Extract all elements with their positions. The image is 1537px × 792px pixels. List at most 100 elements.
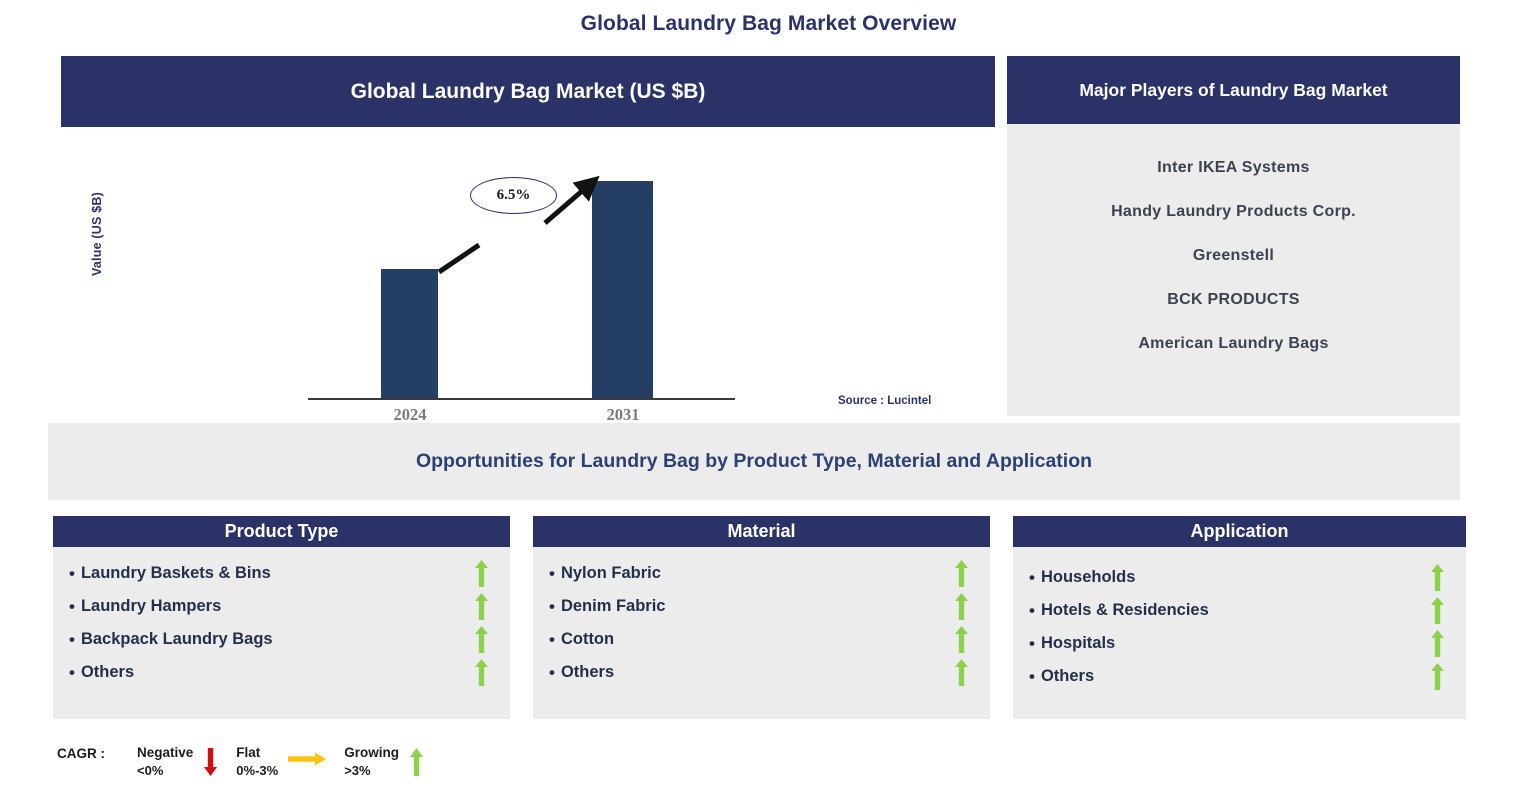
chart-panel-title: Global Laundry Bag Market (US $B): [350, 79, 706, 103]
legend-item-negative: Negative <0%: [137, 744, 226, 781]
legend-range: <0%: [137, 762, 164, 778]
category-title: Application: [1190, 521, 1289, 541]
list-item-label: Hospitals: [1040, 634, 1116, 652]
arrow-up-icon: [468, 626, 494, 653]
x-tick-label-2024: 2024: [393, 405, 427, 424]
arrow-down-icon: [203, 744, 218, 781]
arrow-up-icon: [1424, 564, 1450, 591]
legend-range: >3%: [344, 762, 371, 778]
list-item: American Laundry Bags: [1138, 335, 1329, 352]
bullet-icon: •: [549, 597, 555, 616]
legend-label: Flat: [236, 745, 261, 760]
page-title: Global Laundry Bag Market Overview: [580, 12, 957, 35]
list-item: • Laundry Hampers: [69, 590, 494, 623]
major-players-list: Inter IKEA Systems Handy Laundry Product…: [1007, 124, 1460, 366]
category-list-application: • Households • Hotels & Residencies • Ho…: [1013, 547, 1466, 693]
chart-panel-header: Global Laundry Bag Market (US $B): [61, 56, 995, 127]
list-item-label: Laundry Baskets & Bins: [80, 564, 271, 582]
list-item-label: Laundry Hampers: [80, 597, 222, 615]
legend-range: 0%-3%: [236, 762, 279, 778]
bar-2024: [381, 269, 438, 398]
cagr-arrow-icon: [437, 175, 600, 275]
list-item: • Hospitals: [1029, 627, 1450, 660]
bullet-icon: •: [1029, 568, 1035, 587]
arrow-up-icon: [409, 744, 424, 781]
legend-item-growing: Growing >3%: [344, 744, 432, 781]
category-header-application: Application: [1013, 516, 1466, 547]
cagr-value-text: 6.5%: [496, 187, 531, 203]
chart-y-axis-label: Value (US $B): [90, 192, 104, 276]
list-item: • Others: [69, 656, 494, 689]
opportunities-banner: Opportunities for Laundry Bag by Product…: [48, 423, 1460, 500]
list-item: • Hotels & Residencies: [1029, 594, 1450, 627]
bullet-icon: •: [69, 630, 75, 649]
cagr-value-bubble: 6.5%: [470, 177, 557, 214]
arrow-up-icon: [1424, 663, 1450, 690]
category-box-product-type: Product Type • Laundry Baskets & Bins • …: [53, 516, 510, 719]
list-item-label: Others: [560, 663, 615, 681]
list-item: • Denim Fabric: [549, 590, 974, 623]
arrow-up-icon: [468, 560, 494, 587]
category-header-product-type: Product Type: [53, 516, 510, 547]
category-title: Product Type: [224, 521, 339, 541]
list-item: Inter IKEA Systems: [1157, 159, 1310, 176]
list-item: • Nylon Fabric: [549, 557, 974, 590]
x-tick-label-2031: 2031: [606, 405, 640, 424]
category-box-material: Material • Nylon Fabric • Denim Fabric •…: [533, 516, 990, 719]
list-item: BCK PRODUCTS: [1167, 291, 1300, 308]
bullet-icon: •: [549, 630, 555, 649]
bullet-icon: •: [1029, 601, 1035, 620]
arrow-up-icon: [468, 593, 494, 620]
arrow-up-icon: [1424, 630, 1450, 657]
list-item-label: Cotton: [560, 630, 615, 648]
chart-plot-area: Value (US $B) 2024 2031 6.5%: [61, 127, 995, 424]
arrow-up-icon: [468, 659, 494, 686]
category-box-application: Application • Households • Hotels & Resi…: [1013, 516, 1466, 719]
major-players-header: Major Players of Laundry Bag Market: [1007, 56, 1460, 124]
market-chart-panel: Global Laundry Bag Market (US $B) Value …: [61, 56, 995, 424]
list-item: • Households: [1029, 561, 1450, 594]
bullet-icon: •: [1029, 634, 1035, 653]
cagr-legend: CAGR : Negative <0% Flat 0%-3% Growing >…: [57, 744, 442, 781]
bullet-icon: •: [549, 663, 555, 682]
opportunities-banner-text: Opportunities for Laundry Bag by Product…: [415, 450, 1093, 472]
source-note: Source : Lucintel: [838, 395, 932, 407]
list-item: • Others: [549, 656, 974, 689]
arrow-right-icon: [288, 744, 327, 772]
bullet-icon: •: [69, 663, 75, 682]
list-item: • Cotton: [549, 623, 974, 656]
cagr-legend-title: CAGR :: [57, 746, 105, 761]
arrow-up-icon: [948, 626, 974, 653]
bullet-icon: •: [69, 597, 75, 616]
bar-2031: [592, 181, 653, 398]
arrow-up-icon: [948, 593, 974, 620]
list-item-label: Others: [1040, 667, 1095, 685]
category-list-product-type: • Laundry Baskets & Bins • Laundry Hampe…: [53, 547, 510, 689]
major-players-title: Major Players of Laundry Bag Market: [1079, 79, 1388, 100]
list-item-label: Nylon Fabric: [560, 564, 661, 582]
list-item-label: Others: [80, 663, 135, 681]
list-item: • Backpack Laundry Bags: [69, 623, 494, 656]
legend-label: Negative: [137, 745, 194, 760]
list-item-label: Households: [1040, 568, 1136, 586]
list-item: • Laundry Baskets & Bins: [69, 557, 494, 590]
legend-item-flat: Flat 0%-3%: [236, 744, 334, 779]
legend-label: Growing: [344, 745, 399, 760]
category-header-material: Material: [533, 516, 990, 547]
list-item-label: Denim Fabric: [560, 597, 666, 615]
list-item-label: Hotels & Residencies: [1040, 601, 1209, 619]
category-list-material: • Nylon Fabric • Denim Fabric • Cotton •…: [533, 547, 990, 689]
list-item: Handy Laundry Products Corp.: [1111, 203, 1356, 220]
bullet-icon: •: [549, 564, 555, 583]
chart-x-axis-line: [308, 398, 735, 400]
list-item-label: Backpack Laundry Bags: [80, 630, 273, 648]
arrow-up-icon: [948, 659, 974, 686]
arrow-up-icon: [1424, 597, 1450, 624]
list-item: • Others: [1029, 660, 1450, 693]
arrow-up-icon: [948, 560, 974, 587]
major-players-panel: Major Players of Laundry Bag Market Inte…: [1007, 56, 1460, 416]
category-title: Material: [727, 521, 796, 541]
bullet-icon: •: [69, 564, 75, 583]
bullet-icon: •: [1029, 667, 1035, 686]
list-item: Greenstell: [1192, 247, 1275, 264]
